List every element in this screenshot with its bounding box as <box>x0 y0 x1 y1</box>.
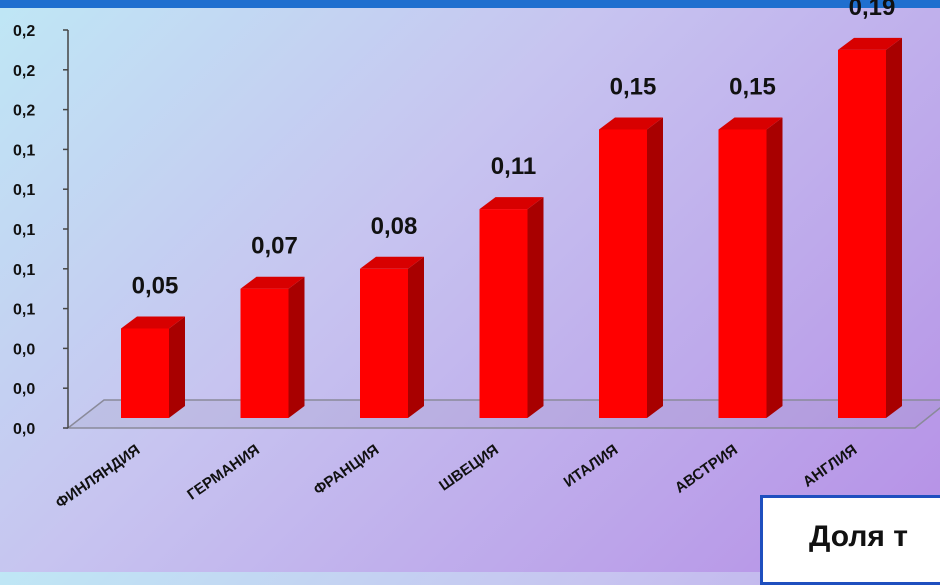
bar-top <box>599 117 663 130</box>
data-label: 0,08 <box>371 213 418 240</box>
category-label: АНГЛИЯ <box>800 441 860 490</box>
bar-front <box>360 268 408 418</box>
data-label: 0,19 <box>849 0 896 21</box>
y-tick-label: 0,0 <box>13 421 35 438</box>
bar-side <box>408 256 424 418</box>
bar-side <box>527 197 544 418</box>
bar-front <box>240 288 289 418</box>
y-tick-label: 0,2 <box>13 103 35 120</box>
bar <box>838 37 902 419</box>
bar-top <box>479 197 544 210</box>
bar-front <box>599 129 647 418</box>
bar <box>240 276 305 418</box>
data-label: 0,11 <box>491 153 536 180</box>
bar-top <box>718 117 783 130</box>
bar-side <box>647 117 663 418</box>
y-tick-label: 0,1 <box>13 262 35 279</box>
y-tick-label: 0,1 <box>13 182 35 199</box>
y-tick-label: 0,1 <box>13 142 35 159</box>
bar-side <box>886 37 902 419</box>
y-tick-label: 0,2 <box>13 63 35 80</box>
bar-side <box>288 276 305 418</box>
bar <box>479 197 544 418</box>
data-label: 0,15 <box>610 74 657 101</box>
category-label: ГЕРМАНИЯ <box>184 441 263 503</box>
bar <box>360 256 424 418</box>
category-label: ФИНЛЯНДИЯ <box>53 441 144 512</box>
bar-top <box>121 316 185 329</box>
data-label: 0,05 <box>132 273 179 300</box>
y-tick-label: 0,1 <box>13 302 35 319</box>
top-border <box>0 0 940 8</box>
bar <box>121 316 185 418</box>
y-tick-label: 0,2 <box>13 23 35 40</box>
y-tick-label: 0,0 <box>13 381 35 398</box>
bar-front <box>718 129 767 418</box>
bar-side <box>169 316 185 418</box>
bar-top <box>360 256 424 269</box>
bar-front <box>479 209 528 418</box>
category-label: ШВЕЦИЯ <box>436 441 502 494</box>
caption-box: Доля т <box>760 495 940 585</box>
bar-top <box>838 37 902 50</box>
bar-top <box>240 276 305 289</box>
data-label: 0,15 <box>729 74 776 101</box>
bar <box>718 117 783 418</box>
y-tick-label: 0,0 <box>13 341 35 358</box>
y-tick-label: 0,1 <box>13 222 35 239</box>
bar-front <box>838 49 886 419</box>
bar-chart: 0,0 0,0 0,0 0,1 0,1 0,1 0,1 0,1 0,2 0,2 0,2 0,05 ФИ… <box>13 0 940 512</box>
bar-front <box>121 328 169 418</box>
category-label: ФРАНЦИЯ <box>311 441 383 498</box>
data-label: 0,07 <box>251 233 298 260</box>
bar <box>599 117 663 418</box>
category-label: АВСТРИЯ <box>672 441 741 496</box>
caption-text: Доля т <box>809 520 908 553</box>
bar-side <box>766 117 783 418</box>
category-label: ИТАЛИЯ <box>561 441 622 491</box>
